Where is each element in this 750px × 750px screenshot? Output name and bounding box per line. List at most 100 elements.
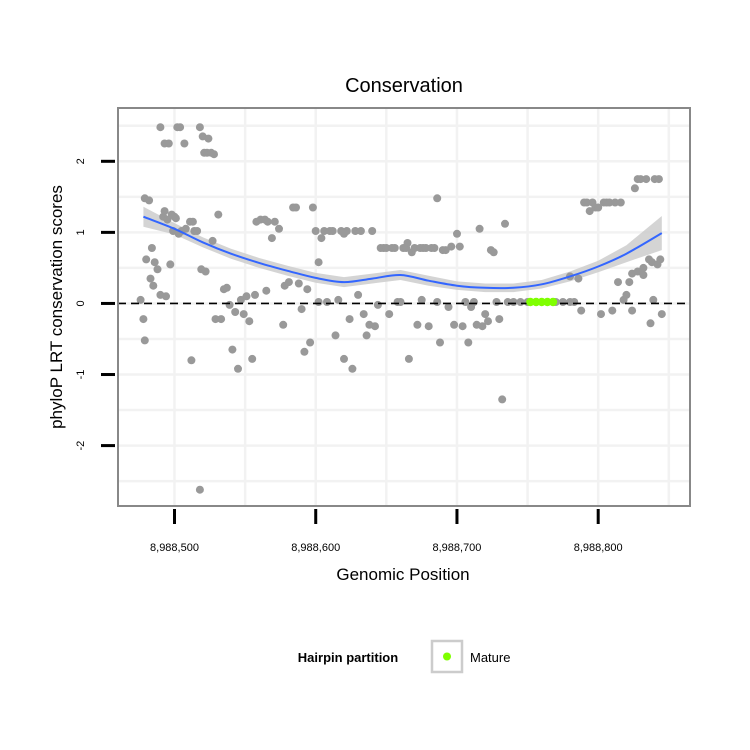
data-point <box>320 227 329 235</box>
x-axis: 8,988,500 8,988,600 8,988,700 8,988,800 <box>150 509 623 554</box>
data-point <box>382 244 391 252</box>
data-point <box>303 285 312 294</box>
data-point <box>331 331 340 340</box>
x-tick-label: 8,988,800 <box>574 542 623 554</box>
data-point <box>267 234 276 243</box>
data-point <box>430 244 439 252</box>
data-point <box>142 255 151 264</box>
data-point <box>481 310 490 319</box>
data-point <box>649 295 658 304</box>
panel-border <box>117 107 691 507</box>
data-point <box>345 315 354 324</box>
y-axis: -2 -1 0 1 2 <box>75 158 115 450</box>
data-point <box>147 244 156 252</box>
y-tick-label: -2 <box>75 441 87 451</box>
data-point <box>614 278 622 287</box>
data-point <box>164 139 173 148</box>
data-point <box>180 139 189 148</box>
data-point <box>444 303 453 311</box>
legend-label-mature: Mature <box>470 650 510 665</box>
data-point <box>284 278 293 287</box>
data-point <box>248 354 257 363</box>
data-point <box>297 305 306 314</box>
data-point <box>340 354 348 363</box>
data-point <box>201 267 210 276</box>
data-point <box>616 198 625 207</box>
data-point <box>311 227 320 235</box>
data-point <box>153 265 162 274</box>
data-point <box>385 310 394 319</box>
data-point <box>455 242 464 251</box>
data-point <box>646 319 655 328</box>
data-point <box>270 217 279 226</box>
data-point <box>421 244 430 252</box>
data-point <box>484 317 492 326</box>
data-point <box>501 219 509 228</box>
data-point <box>136 295 145 304</box>
data-point <box>239 310 248 319</box>
data-point <box>140 336 149 345</box>
data-point <box>225 300 234 309</box>
x-axis-title: Genomic Position <box>336 565 469 584</box>
data-point <box>234 364 242 373</box>
x-tick-label: 8,988,700 <box>432 542 481 554</box>
data-point <box>413 320 422 329</box>
y-tick-label: -1 <box>75 370 87 380</box>
data-point <box>306 338 315 347</box>
data-point <box>294 279 303 288</box>
data-point <box>139 315 148 324</box>
data-point <box>150 258 159 267</box>
data-point <box>436 338 444 347</box>
smooth-line-layer <box>143 215 663 290</box>
data-point <box>475 224 484 233</box>
data-point <box>242 292 251 301</box>
data-point <box>410 244 419 252</box>
data-point <box>396 298 405 306</box>
data-point <box>292 203 300 212</box>
data-point <box>574 274 583 283</box>
data-point <box>314 298 323 306</box>
data-point <box>166 260 175 269</box>
data-point <box>193 227 202 235</box>
data-point <box>656 255 665 264</box>
data-point <box>424 322 433 331</box>
data-point <box>657 310 666 319</box>
data-point <box>577 306 586 315</box>
data-point <box>211 315 220 324</box>
data-point <box>478 322 487 331</box>
data-point <box>639 271 648 279</box>
data-point <box>214 210 223 219</box>
data-point <box>654 175 663 184</box>
data-point <box>433 194 442 203</box>
x-tick-label: 8,988,600 <box>291 542 340 554</box>
legend-title: Hairpin partition <box>298 650 398 665</box>
data-point <box>149 281 158 290</box>
data-point <box>334 295 343 304</box>
data-point <box>469 298 478 306</box>
data-point <box>348 364 357 373</box>
data-point <box>464 338 473 347</box>
data-point <box>450 320 459 329</box>
data-point <box>251 290 259 299</box>
data-point <box>275 224 283 233</box>
data-point <box>262 286 271 295</box>
data-point <box>354 290 363 299</box>
data-point <box>622 290 631 299</box>
legend: Hairpin partition Mature <box>298 639 510 674</box>
data-point <box>146 274 155 283</box>
data-point <box>509 298 518 306</box>
data-point <box>447 242 456 251</box>
mature-points-layer <box>526 297 558 307</box>
data-point <box>605 198 614 207</box>
data-point <box>625 278 634 287</box>
mature-point <box>548 297 558 307</box>
data-point <box>628 306 637 315</box>
data-point <box>516 298 525 306</box>
data-point <box>279 320 288 329</box>
data-point <box>217 315 226 324</box>
data-point <box>498 395 507 404</box>
data-point <box>403 239 412 247</box>
data-point <box>210 150 218 159</box>
y-tick-label: 1 <box>75 229 87 235</box>
